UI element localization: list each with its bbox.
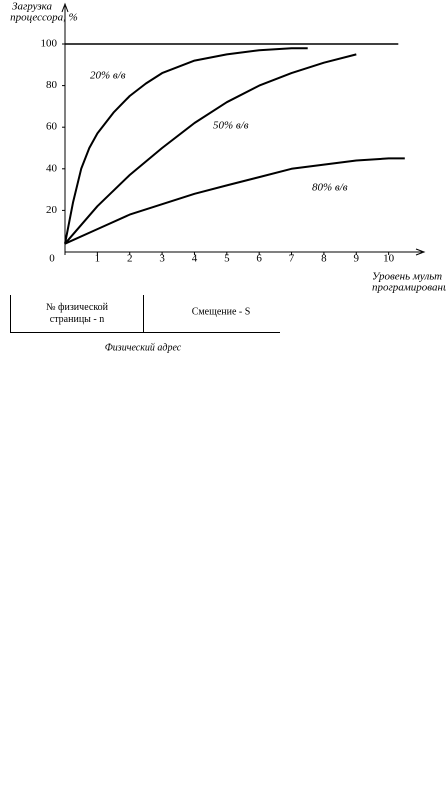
curve-label: 80% в/в — [312, 182, 348, 194]
caption: Физический адрес — [105, 342, 182, 353]
x-tick-label: 3 — [159, 253, 165, 265]
y-axis-label: Загрузка — [12, 1, 52, 13]
y-tick-label: 100 — [41, 38, 58, 50]
x-tick-label: 8 — [321, 253, 327, 265]
x-tick-label: 5 — [224, 253, 230, 265]
y-axis-arrow — [61, 2, 69, 13]
cell: № физической страницы - n — [45, 302, 109, 325]
y-tick-label: 40 — [46, 162, 58, 174]
x-axis-arrow — [415, 248, 426, 256]
x-tick-label: 0 — [49, 253, 55, 265]
address-table — [10, 295, 280, 333]
x-tick-label: 7 — [289, 253, 295, 265]
curve — [64, 53, 357, 245]
x-tick-label: 9 — [354, 253, 360, 265]
cell-text: Смещение - S — [192, 306, 251, 317]
curve-label: 20% в/в — [90, 70, 126, 82]
curve — [64, 157, 405, 245]
x-tick-label: 6 — [256, 253, 262, 265]
curve — [64, 47, 308, 244]
y-axis-label: процессора, % — [10, 12, 78, 24]
x-axis-label: Уровень мульт — [372, 271, 442, 283]
x-tick-label: 10 — [383, 253, 395, 265]
curve-label: 50% в/в — [213, 120, 249, 132]
y-tick-label: 20 — [46, 204, 58, 216]
y-tick-label: 80 — [46, 79, 58, 91]
y-tick-label: 60 — [46, 121, 58, 133]
x-axis-label: програмировани — [372, 282, 446, 294]
x-tick-label: 1 — [95, 253, 101, 265]
cell-text: № физической страницы - n — [45, 302, 109, 325]
x-tick-label: 4 — [192, 253, 198, 265]
x-tick-label: 2 — [127, 253, 133, 265]
